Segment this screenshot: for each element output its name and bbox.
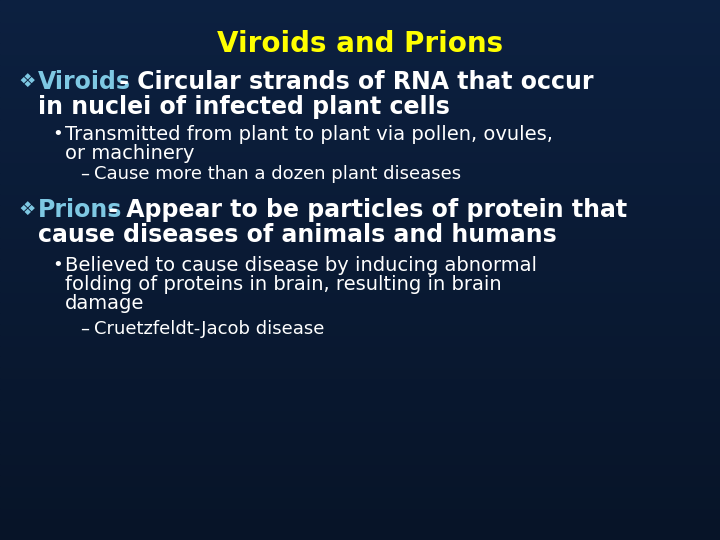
Text: ❖: ❖: [18, 72, 35, 91]
Text: Viroids: Viroids: [38, 70, 131, 94]
Bar: [0, 400, 720, 410]
Bar: [0, 518, 720, 529]
Bar: [0, 421, 720, 432]
Text: Believed to cause disease by inducing abnormal: Believed to cause disease by inducing ab…: [65, 256, 537, 275]
Bar: [0, 324, 720, 335]
Bar: [0, 529, 720, 540]
Bar: [0, 32, 720, 43]
Text: Transmitted from plant to plant via pollen, ovules,: Transmitted from plant to plant via poll…: [65, 125, 553, 144]
Text: - Circular strands of RNA that occur: - Circular strands of RNA that occur: [111, 70, 593, 94]
Bar: [0, 11, 720, 22]
Bar: [0, 194, 720, 205]
Bar: [0, 281, 720, 292]
Bar: [0, 486, 720, 497]
Bar: [0, 410, 720, 421]
Bar: [0, 335, 720, 346]
Text: Viroids and Prions: Viroids and Prions: [217, 30, 503, 58]
Bar: [0, 432, 720, 443]
Text: damage: damage: [65, 294, 145, 313]
Bar: [0, 238, 720, 248]
Text: •: •: [52, 256, 63, 274]
Text: folding of proteins in brain, resulting in brain: folding of proteins in brain, resulting …: [65, 275, 502, 294]
Bar: [0, 43, 720, 54]
Text: –: –: [80, 320, 89, 338]
Bar: [0, 119, 720, 130]
Text: or machinery: or machinery: [65, 144, 194, 163]
Bar: [0, 497, 720, 508]
Bar: [0, 76, 720, 86]
Bar: [0, 313, 720, 324]
Bar: [0, 22, 720, 32]
Bar: [0, 97, 720, 108]
Bar: [0, 216, 720, 227]
Text: in nuclei of infected plant cells: in nuclei of infected plant cells: [38, 95, 450, 119]
Bar: [0, 464, 720, 475]
Text: Prions: Prions: [38, 198, 122, 222]
Text: - Appear to be particles of protein that: - Appear to be particles of protein that: [100, 198, 627, 222]
Bar: [0, 302, 720, 313]
Bar: [0, 227, 720, 238]
Bar: [0, 108, 720, 119]
Bar: [0, 130, 720, 140]
Bar: [0, 389, 720, 400]
Text: ❖: ❖: [18, 200, 35, 219]
Text: Cruetzfeldt-Jacob disease: Cruetzfeldt-Jacob disease: [94, 320, 325, 338]
Bar: [0, 270, 720, 281]
Bar: [0, 86, 720, 97]
Bar: [0, 140, 720, 151]
Bar: [0, 162, 720, 173]
Bar: [0, 454, 720, 464]
Bar: [0, 346, 720, 356]
Bar: [0, 151, 720, 162]
Bar: [0, 508, 720, 518]
Bar: [0, 367, 720, 378]
Text: cause diseases of animals and humans: cause diseases of animals and humans: [38, 223, 557, 247]
Bar: [0, 173, 720, 184]
Bar: [0, 184, 720, 194]
Bar: [0, 248, 720, 259]
Bar: [0, 65, 720, 76]
Bar: [0, 378, 720, 389]
Bar: [0, 356, 720, 367]
Text: Cause more than a dozen plant diseases: Cause more than a dozen plant diseases: [94, 165, 461, 183]
Bar: [0, 259, 720, 270]
Text: –: –: [80, 165, 89, 183]
Bar: [0, 475, 720, 486]
Bar: [0, 443, 720, 454]
Bar: [0, 205, 720, 216]
Bar: [0, 54, 720, 65]
Bar: [0, 292, 720, 302]
Bar: [0, 0, 720, 11]
Text: •: •: [52, 125, 63, 143]
